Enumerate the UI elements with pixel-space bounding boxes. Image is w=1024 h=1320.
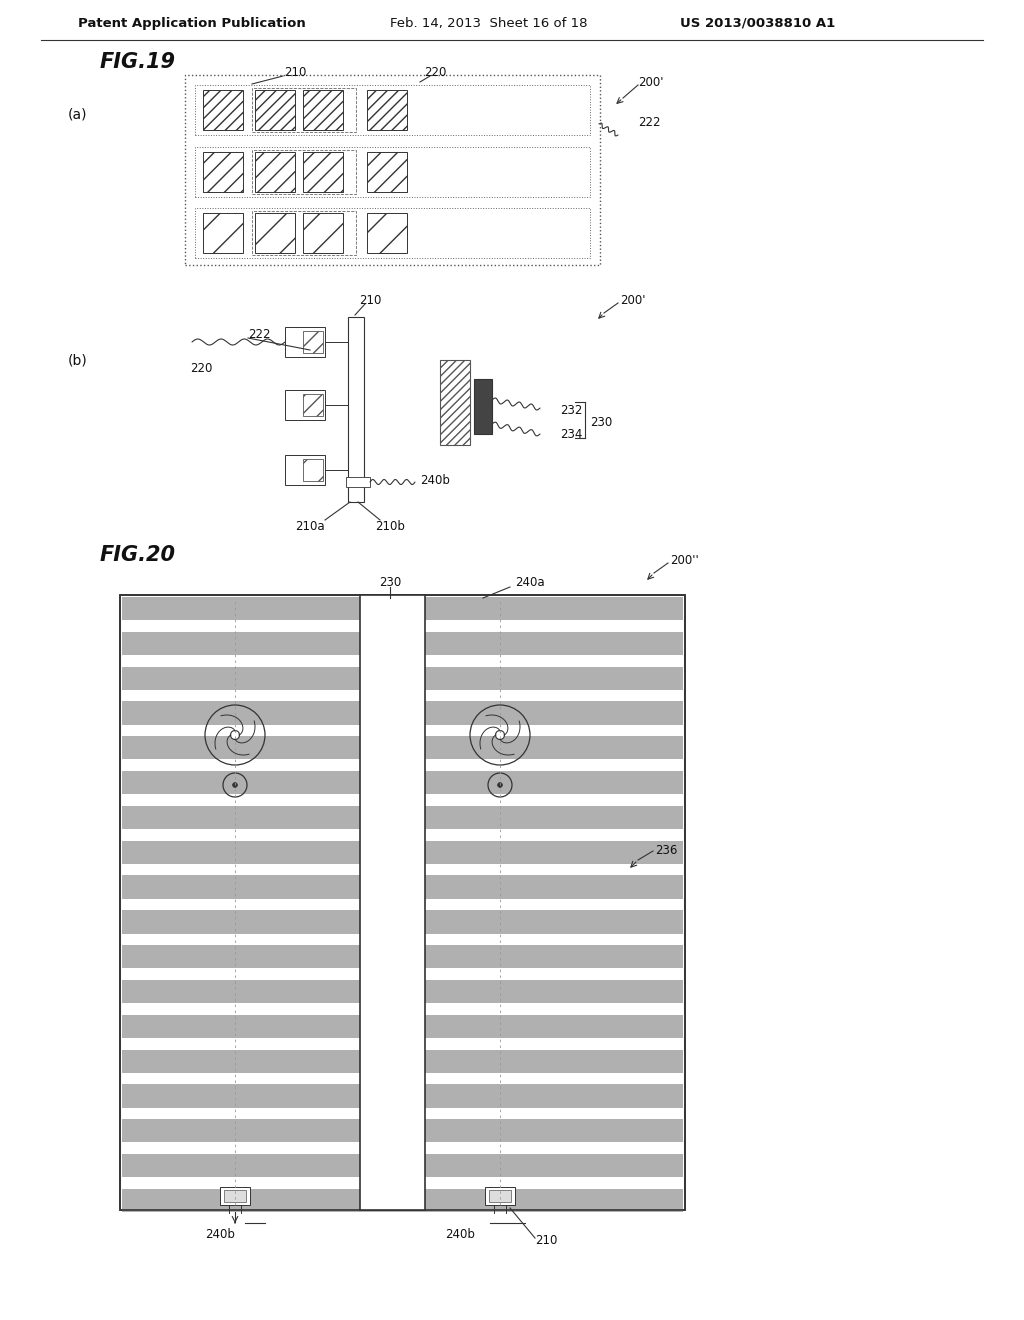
Bar bbox=[440, 360, 470, 445]
Bar bbox=[122, 1189, 683, 1212]
Bar bbox=[255, 152, 295, 191]
Bar bbox=[360, 595, 425, 1210]
Bar bbox=[224, 1191, 246, 1203]
Text: (b): (b) bbox=[68, 352, 88, 367]
Bar bbox=[122, 945, 683, 969]
Bar bbox=[220, 1187, 250, 1205]
Bar bbox=[285, 389, 325, 420]
Bar bbox=[185, 75, 600, 265]
Text: Feb. 14, 2013  Sheet 16 of 18: Feb. 14, 2013 Sheet 16 of 18 bbox=[390, 16, 588, 29]
Bar bbox=[252, 150, 356, 194]
Text: Patent Application Publication: Patent Application Publication bbox=[78, 16, 306, 29]
Bar bbox=[122, 911, 683, 933]
Bar bbox=[367, 152, 407, 191]
Text: 210b: 210b bbox=[375, 520, 404, 533]
Text: 222: 222 bbox=[248, 329, 270, 342]
Bar bbox=[485, 1187, 515, 1205]
Text: 240a: 240a bbox=[515, 576, 545, 589]
Text: US 2013/0038810 A1: US 2013/0038810 A1 bbox=[680, 16, 836, 29]
Bar bbox=[120, 595, 685, 1210]
Bar bbox=[367, 213, 407, 253]
Bar bbox=[255, 213, 295, 253]
Text: 210: 210 bbox=[284, 66, 306, 78]
Bar bbox=[122, 1049, 683, 1073]
Bar bbox=[122, 875, 683, 899]
Bar bbox=[122, 1084, 683, 1107]
Bar bbox=[303, 90, 343, 129]
Text: (a): (a) bbox=[68, 108, 87, 121]
Bar bbox=[122, 1119, 683, 1142]
Bar bbox=[252, 88, 356, 132]
Text: 200': 200' bbox=[638, 75, 664, 88]
Bar bbox=[195, 84, 590, 135]
Bar bbox=[303, 459, 323, 480]
Text: 240b: 240b bbox=[205, 1229, 234, 1242]
Text: 236: 236 bbox=[655, 843, 677, 857]
Text: 200': 200' bbox=[620, 293, 645, 306]
Text: FIG.19: FIG.19 bbox=[100, 51, 176, 73]
Bar bbox=[489, 1191, 511, 1203]
Bar bbox=[122, 807, 683, 829]
Text: 234: 234 bbox=[560, 429, 583, 441]
Text: 210: 210 bbox=[535, 1233, 557, 1246]
Bar bbox=[122, 737, 683, 759]
Bar bbox=[122, 1015, 683, 1038]
Bar bbox=[303, 393, 323, 416]
Bar bbox=[252, 211, 356, 255]
Bar bbox=[122, 701, 683, 725]
Circle shape bbox=[232, 783, 238, 788]
Bar bbox=[122, 841, 683, 863]
Text: 230: 230 bbox=[379, 576, 401, 589]
Bar bbox=[303, 331, 323, 352]
Text: 220: 220 bbox=[190, 362, 212, 375]
Bar bbox=[303, 213, 343, 253]
Bar bbox=[285, 455, 325, 484]
Text: 240b: 240b bbox=[420, 474, 450, 487]
Bar bbox=[122, 632, 683, 655]
Bar bbox=[346, 477, 370, 487]
Text: 230: 230 bbox=[590, 416, 612, 429]
Text: 222: 222 bbox=[638, 116, 660, 128]
Text: 240b: 240b bbox=[445, 1229, 475, 1242]
Circle shape bbox=[496, 730, 505, 739]
Bar bbox=[122, 1154, 683, 1177]
Text: 200'': 200'' bbox=[670, 553, 698, 566]
Circle shape bbox=[498, 783, 503, 788]
Text: 220: 220 bbox=[424, 66, 446, 78]
Bar bbox=[120, 595, 685, 1210]
Bar bbox=[474, 379, 492, 434]
Bar bbox=[122, 979, 683, 1003]
Bar bbox=[122, 771, 683, 795]
Bar bbox=[255, 90, 295, 129]
Bar bbox=[122, 597, 683, 620]
Text: FIG.20: FIG.20 bbox=[100, 545, 176, 565]
Bar bbox=[203, 90, 243, 129]
Bar bbox=[195, 209, 590, 257]
Text: 210a: 210a bbox=[295, 520, 325, 533]
Bar bbox=[303, 152, 343, 191]
Bar bbox=[195, 147, 590, 197]
Bar bbox=[203, 152, 243, 191]
Bar bbox=[348, 317, 364, 502]
Circle shape bbox=[230, 730, 240, 739]
Bar bbox=[285, 327, 325, 356]
Bar bbox=[367, 90, 407, 129]
Bar bbox=[203, 213, 243, 253]
Text: 210: 210 bbox=[358, 293, 381, 306]
Bar bbox=[122, 667, 683, 690]
Text: 232: 232 bbox=[560, 404, 583, 417]
